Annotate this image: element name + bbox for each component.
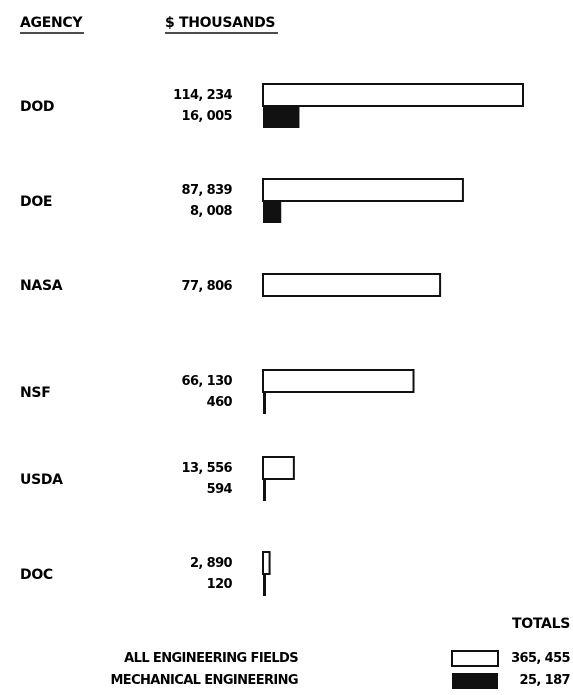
bar-all-engineering-doc	[262, 551, 271, 575]
bar-all-engineering-nasa	[262, 273, 442, 297]
value-label-all-engineering-nasa: 77, 806	[182, 279, 233, 294]
value-label-all-engineering-usda: 13, 556	[182, 461, 233, 476]
legend: TOTALS ALL ENGINEERING FIELDS 365, 455 M…	[110, 616, 571, 689]
agency-label-nasa: NASA	[20, 278, 63, 294]
value-label-all-engineering-nsf: 66, 130	[182, 374, 233, 389]
agency-label-doc: DOC	[20, 567, 53, 583]
legend-swatch-all-engineering	[451, 650, 499, 667]
agency-label-usda: USDA	[20, 472, 63, 488]
legend-total-mechanical-engineering: 25, 187	[520, 673, 571, 688]
agency-column-header: AGENCY	[20, 15, 83, 31]
value-label-all-engineering-doe: 87, 839	[182, 183, 233, 198]
agency-rows: DOD 114, 234 16, 005 DOE 87, 839 8, 008 NASA 77…	[20, 83, 524, 596]
legend-label-mechanical-engineering: MECHANICAL ENGINEERING	[110, 673, 298, 688]
bar-all-engineering-usda	[262, 456, 295, 480]
value-label-mechanical-engineering-usda: 594	[207, 482, 233, 497]
value-label-mechanical-engineering-doe: 8, 008	[190, 204, 233, 219]
bar-mechanical-engineering-doe	[263, 201, 282, 223]
legend-total-all-engineering: 365, 455	[511, 651, 570, 666]
value-label-all-engineering-dod: 114, 234	[173, 88, 232, 103]
value-column-header: $ THOUSANDS	[165, 15, 275, 31]
value-label-mechanical-engineering-nsf: 460	[207, 395, 233, 410]
bar-all-engineering-dod	[262, 83, 524, 107]
bar-mechanical-engineering-usda	[263, 479, 266, 501]
bar-all-engineering-nsf	[262, 369, 415, 393]
value-label-mechanical-engineering-dod: 16, 005	[182, 109, 233, 124]
value-label-mechanical-engineering-doc: 120	[207, 577, 233, 592]
bar-mechanical-engineering-nsf	[263, 392, 266, 414]
agency-label-nsf: NSF	[20, 385, 50, 401]
bar-all-engineering-doe	[262, 178, 464, 202]
agency-label-dod: DOD	[20, 99, 54, 115]
bar-mechanical-engineering-doc	[263, 574, 266, 596]
legend-label-all-engineering: ALL ENGINEERING FIELDS	[124, 651, 298, 666]
agency-label-doe: DOE	[20, 194, 52, 210]
bar-mechanical-engineering-dod	[263, 106, 300, 128]
totals-header: TOTALS	[512, 616, 570, 632]
legend-swatch-mechanical-engineering	[452, 673, 498, 689]
value-label-all-engineering-doc: 2, 890	[190, 556, 233, 571]
